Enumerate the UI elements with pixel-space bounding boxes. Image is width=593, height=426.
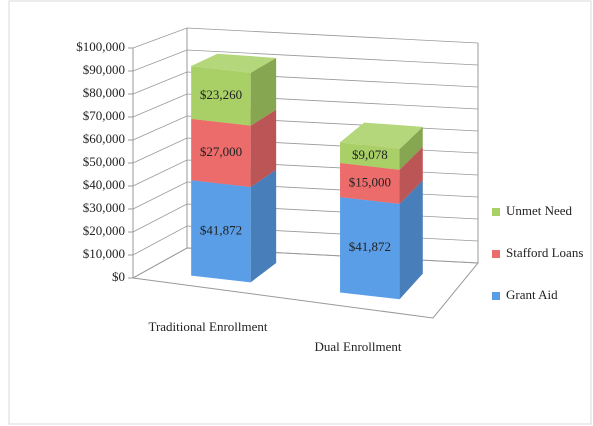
bar-top	[191, 53, 277, 73]
grid-line	[132, 49, 479, 72]
bar-side	[399, 126, 423, 170]
grid-line	[132, 27, 479, 49]
value-label: $9,078	[352, 147, 388, 162]
bar-side-shade	[399, 180, 423, 300]
bar-side	[250, 57, 277, 126]
legend-label: Unmet Need	[506, 203, 573, 218]
value-label: $15,000	[349, 174, 391, 189]
y-tick-label: $20,000	[83, 223, 125, 238]
bar-top	[340, 122, 423, 150]
value-label: $23,260	[200, 87, 242, 102]
bar-front	[191, 65, 251, 126]
legend-swatch	[492, 208, 500, 216]
value-label: $41,872	[349, 239, 391, 254]
bar-front	[340, 197, 400, 300]
y-tick-label: $40,000	[83, 177, 125, 192]
y-tick-label: $70,000	[83, 108, 125, 123]
floor	[131, 247, 480, 319]
legend-label: Stafford Loans	[506, 245, 583, 260]
y-tick-label: $0	[112, 269, 125, 284]
y-tick-label: $30,000	[83, 200, 125, 215]
x-tick-label: Traditional Enrollment	[148, 319, 267, 334]
bar-side	[250, 169, 277, 283]
grid-line	[132, 247, 479, 279]
bar-front	[340, 163, 400, 204]
grid-line	[132, 159, 479, 187]
y-tick-label: $100,000	[76, 39, 125, 54]
bar-front	[340, 142, 400, 170]
legend-label: Grant Aid	[506, 287, 558, 302]
grid-line	[132, 137, 479, 164]
grid-line	[132, 203, 479, 233]
bar-top-shade	[191, 53, 277, 73]
bar-front	[191, 118, 251, 188]
grid-line	[132, 225, 479, 256]
grid-line	[132, 115, 479, 141]
y-tick-label: $80,000	[83, 85, 125, 100]
value-label: $41,872	[200, 222, 242, 237]
grid-line	[132, 71, 479, 95]
x-tick-label: Dual Enrollment	[314, 339, 401, 354]
bar-side-shade	[399, 147, 423, 204]
bar-side	[250, 109, 277, 188]
bar-side-shade	[399, 126, 423, 170]
bar-top-shade	[340, 122, 423, 150]
y-tick-label: $10,000	[83, 246, 125, 261]
legend-swatch	[492, 292, 500, 300]
y-tick-label: $60,000	[83, 131, 125, 146]
bar-front	[191, 180, 251, 283]
value-label: $27,000	[200, 144, 242, 159]
grid-line	[132, 93, 479, 118]
bar-side-shade	[250, 57, 277, 126]
bar-side	[399, 147, 423, 204]
legend-swatch	[492, 250, 500, 258]
bar-side-shade	[250, 109, 277, 188]
bar-side-shade	[250, 169, 277, 283]
y-tick-label: $90,000	[83, 62, 125, 77]
y-tick-label: $50,000	[83, 154, 125, 169]
chart-frame	[8, 0, 592, 425]
bar-side	[399, 180, 423, 300]
